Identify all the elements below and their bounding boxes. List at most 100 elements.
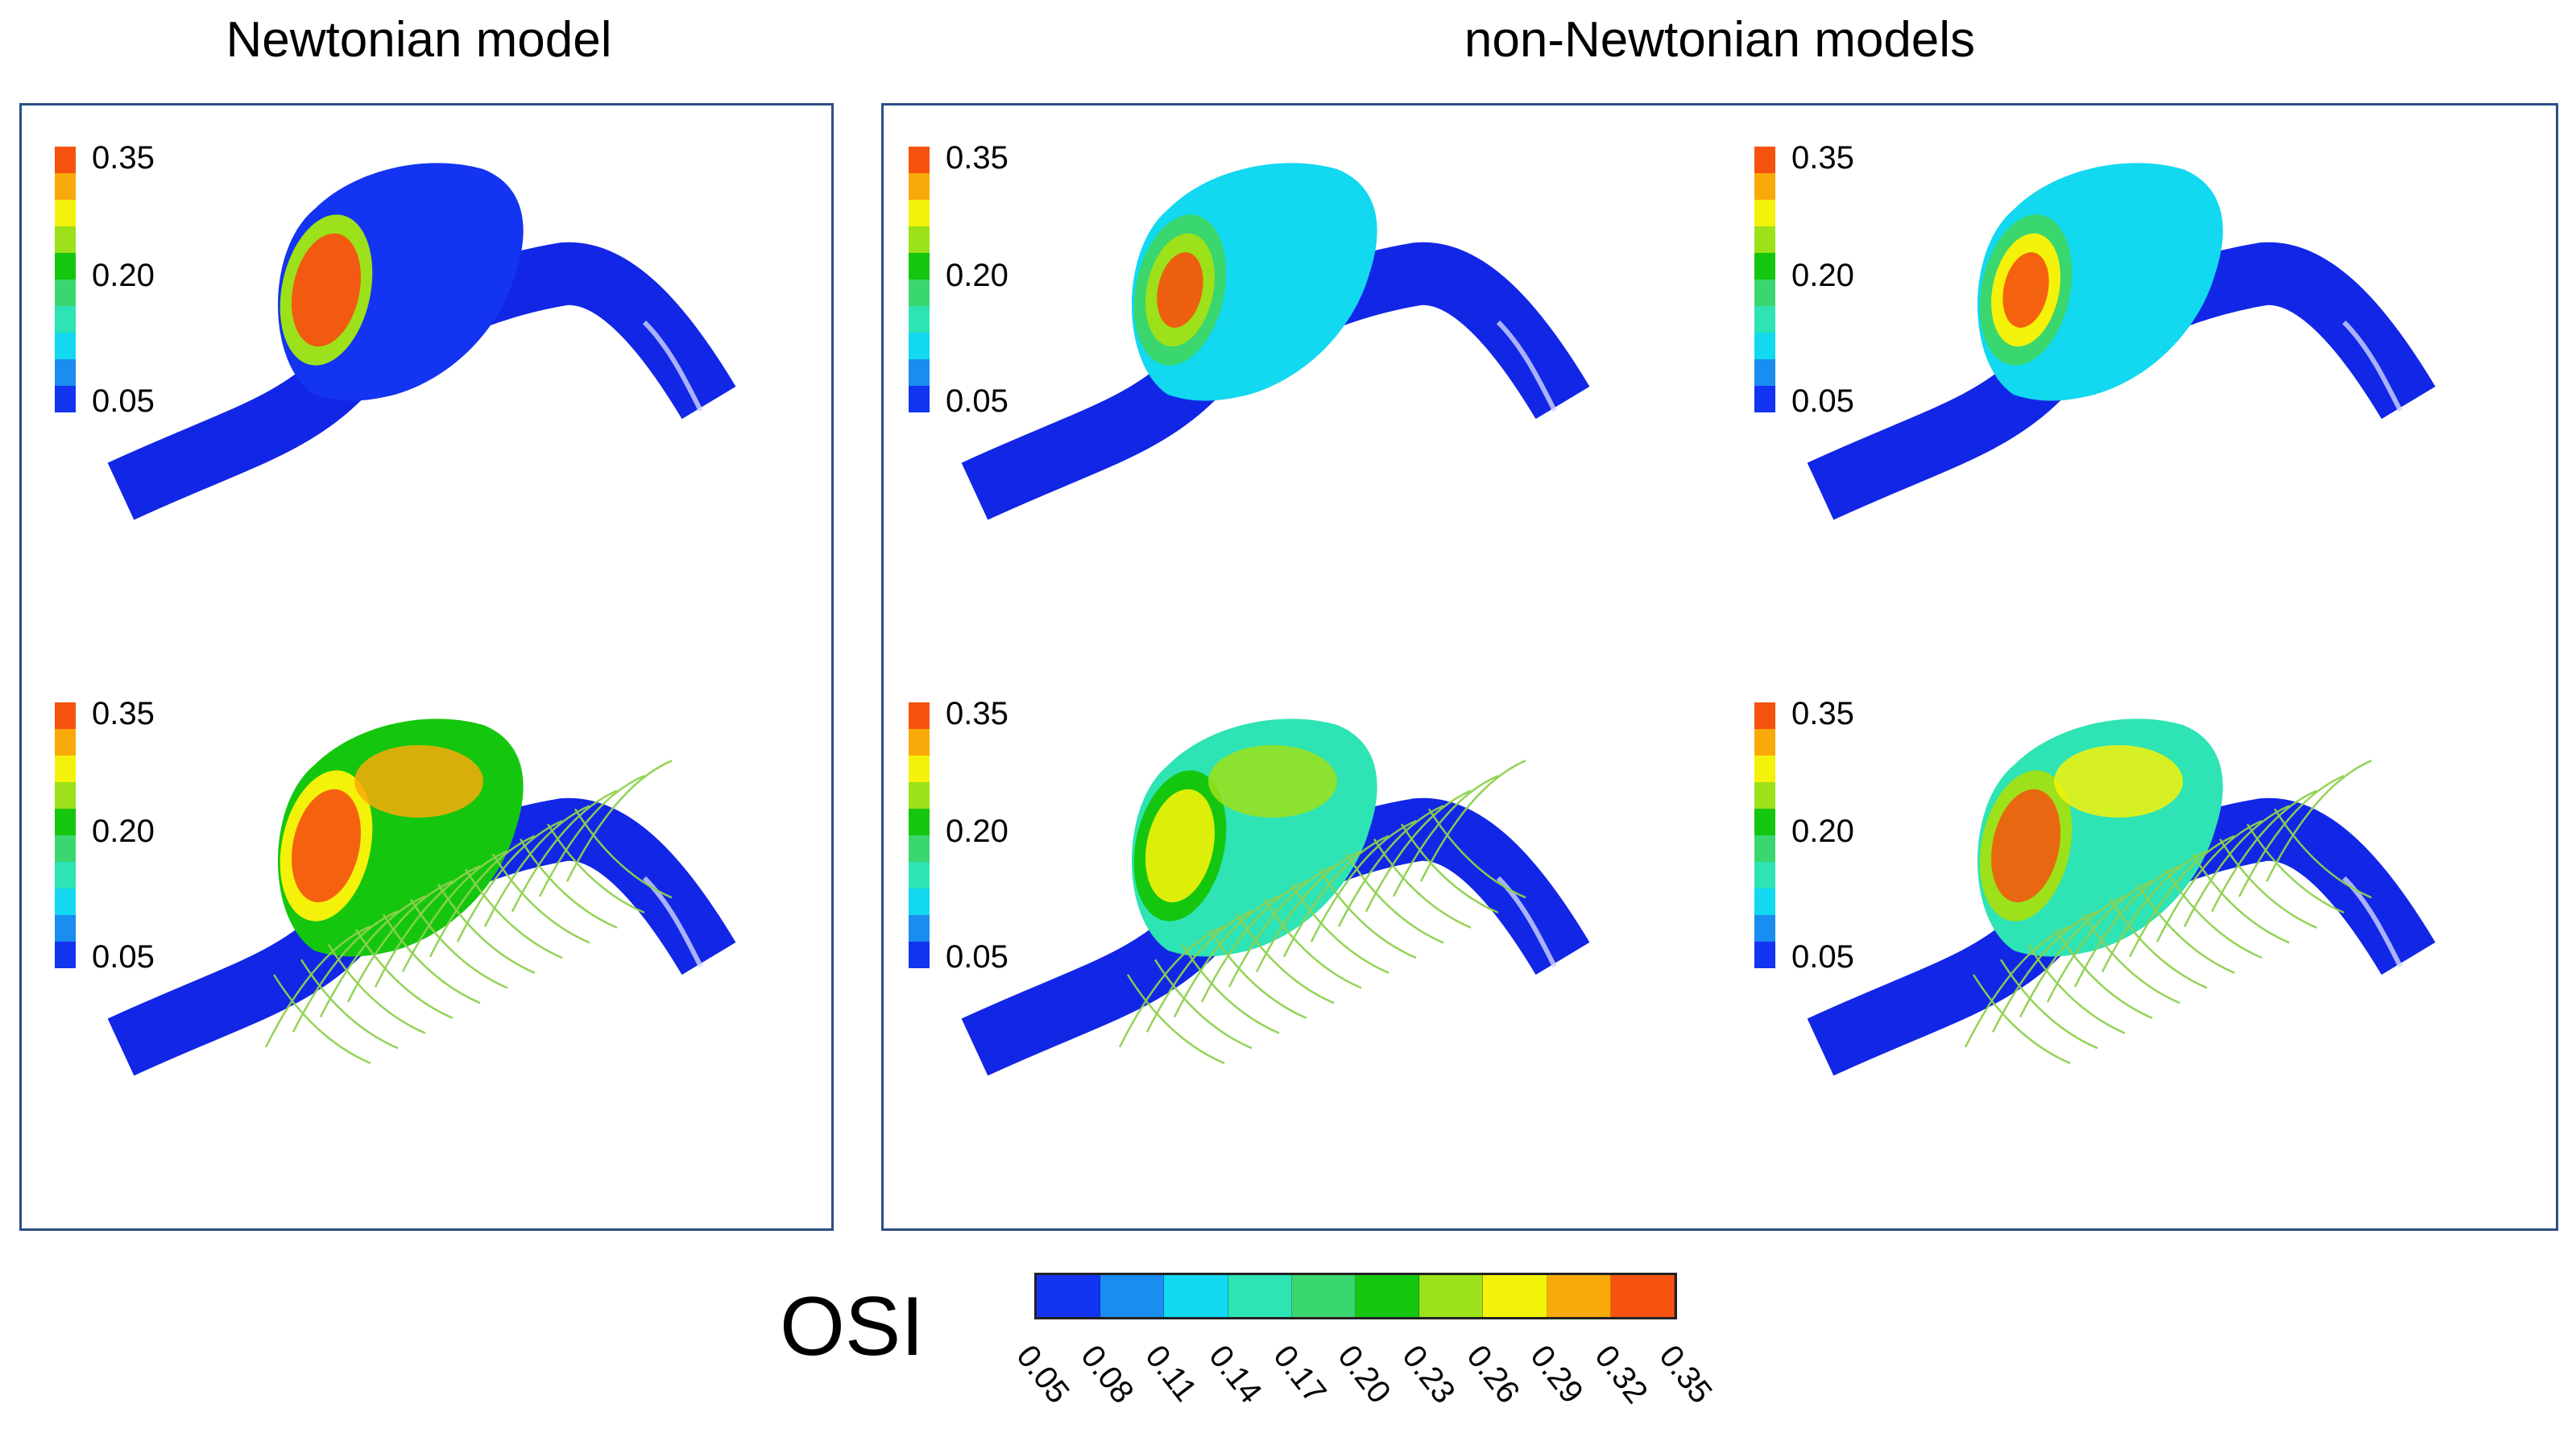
panel-legend-segment [1754,729,1775,756]
osi-hotspot [1157,252,1203,328]
osi-colorbar-segment [1291,1275,1356,1317]
panel-legend-label-mid: 0.20 [946,258,1008,293]
panel-legend-segment [909,888,930,915]
osi-colorbar-segment [1610,1275,1675,1317]
panel-legend-segment [55,359,76,386]
panel-legend-segment [55,253,76,280]
osi-hotspot [1208,745,1337,818]
panel-legend-segment [1754,280,1775,306]
panel-legend-segment [55,862,76,888]
osi-colorbar [1034,1273,1677,1319]
panel-legend-segment [1754,915,1775,942]
panel-legend-label-mid: 0.20 [92,814,155,849]
panel-legend-bar [909,147,930,412]
panel-legend-segment [909,862,930,888]
osi-tick-label: 0.23 [1395,1339,1462,1410]
osi-tick-label: 0.17 [1266,1339,1334,1410]
panel-legend-segment [1754,226,1775,253]
vessel-model [107,163,736,520]
panel-legend-segment [909,835,930,862]
osi-hotspot [1991,789,2060,903]
panel-legend-segment [55,306,76,333]
panel-legend-segment [1754,809,1775,835]
panel-legend-segment [55,729,76,756]
panel-legend-segment [1754,173,1775,200]
panel-legend-segment [909,702,930,729]
panel-legend-segment [909,280,930,306]
newtonian-heading: Newtonian model [226,12,612,68]
panel-legend-label-max: 0.35 [92,696,155,731]
osi-title: OSI [780,1280,925,1373]
panel-legend-segment [909,729,930,756]
osi-hotspot [1145,789,1215,903]
panel-legend-segment [55,809,76,835]
panel-legend-label-mid: 0.20 [92,258,155,293]
panel-legend-segment [909,942,930,968]
panel-legend-segment [909,333,930,359]
panel-legend-segment [909,809,930,835]
panel-legend-segment [55,280,76,306]
osi-hotspot [2054,745,2183,818]
osi-hotspot [354,745,483,818]
panel-legend-segment [55,702,76,729]
panel-legend-segment [1754,386,1775,412]
panel-legend-segment [909,306,930,333]
osi-hotspot [292,789,361,903]
panel-legend-segment [55,915,76,942]
osi-tick-label: 0.35 [1652,1339,1719,1410]
panel-legend-segment [55,782,76,809]
panel-legend-segment [1754,835,1775,862]
panel-legend-label-min: 0.05 [92,939,155,975]
osi-colorbar-segment [1228,1275,1292,1317]
panel-legend-segment [909,756,930,782]
panel-legend-label-min: 0.05 [92,383,155,419]
osi-tick-label: 0.05 [1009,1339,1076,1410]
osi-tick-label: 0.29 [1523,1339,1591,1410]
osi-colorbar-segment [1547,1275,1611,1317]
panel-legend-segment [909,359,930,386]
panel-non-newtonian-1-stent: 0.35 0.20 0.05 [902,693,1675,1192]
panel-legend-segment [1754,147,1775,173]
vessel-model [1807,163,2436,520]
osi-tick-label: 0.08 [1074,1339,1141,1410]
panel-legend-segment [909,915,930,942]
panel-non-newtonian-2-no-stent: 0.35 0.20 0.05 [1748,137,2521,636]
panel-legend-label-min: 0.05 [946,939,1008,975]
vessel-model [107,719,736,1076]
panel-legend-segment [55,147,76,173]
panel-legend-segment [909,386,930,412]
panel-non-newtonian-2-stent: 0.35 0.20 0.05 [1748,693,2521,1192]
stent-mesh [1964,760,2372,1065]
panel-legend-segment [55,226,76,253]
panel-legend-segment [909,226,930,253]
panel-legend-bar [909,702,930,968]
panel-legend-label-max: 0.35 [1791,696,1854,731]
vessel-model [961,719,1590,1076]
panel-legend-label-min: 0.05 [1791,383,1854,419]
panel-legend-bar [1754,702,1775,968]
panel-legend-label-max: 0.35 [946,140,1008,176]
panel-newtonian-no-stent: 0.35 0.20 0.05 [48,137,822,636]
panel-legend-segment [1754,888,1775,915]
panel-legend-segment [1754,359,1775,386]
osi-tick-label: 0.14 [1202,1339,1269,1410]
panel-legend-segment [55,173,76,200]
newtonian-frame [19,103,834,1231]
panel-legend-segment [1754,942,1775,968]
panel-legend-segment [55,200,76,226]
panel-legend-label-mid: 0.20 [1791,258,1854,293]
panel-legend-label-max: 0.35 [92,140,155,176]
osi-hotspot [2002,252,2049,328]
panel-legend-segment [55,333,76,359]
panel-legend-segment [55,386,76,412]
stent-mesh [264,760,673,1065]
osi-colorbar-segment [1419,1275,1484,1317]
panel-non-newtonian-1-no-stent: 0.35 0.20 0.05 [902,137,1675,636]
osi-tick-label: 0.20 [1331,1339,1398,1410]
panel-newtonian-stent: 0.35 0.20 0.05 [48,693,822,1192]
osi-tick-label: 0.26 [1459,1339,1526,1410]
non-newtonian-frame [881,103,2558,1231]
non-newtonian-heading: non-Newtonian models [1464,12,1976,68]
panel-legend-label-max: 0.35 [1791,140,1854,176]
panel-legend-segment [909,782,930,809]
